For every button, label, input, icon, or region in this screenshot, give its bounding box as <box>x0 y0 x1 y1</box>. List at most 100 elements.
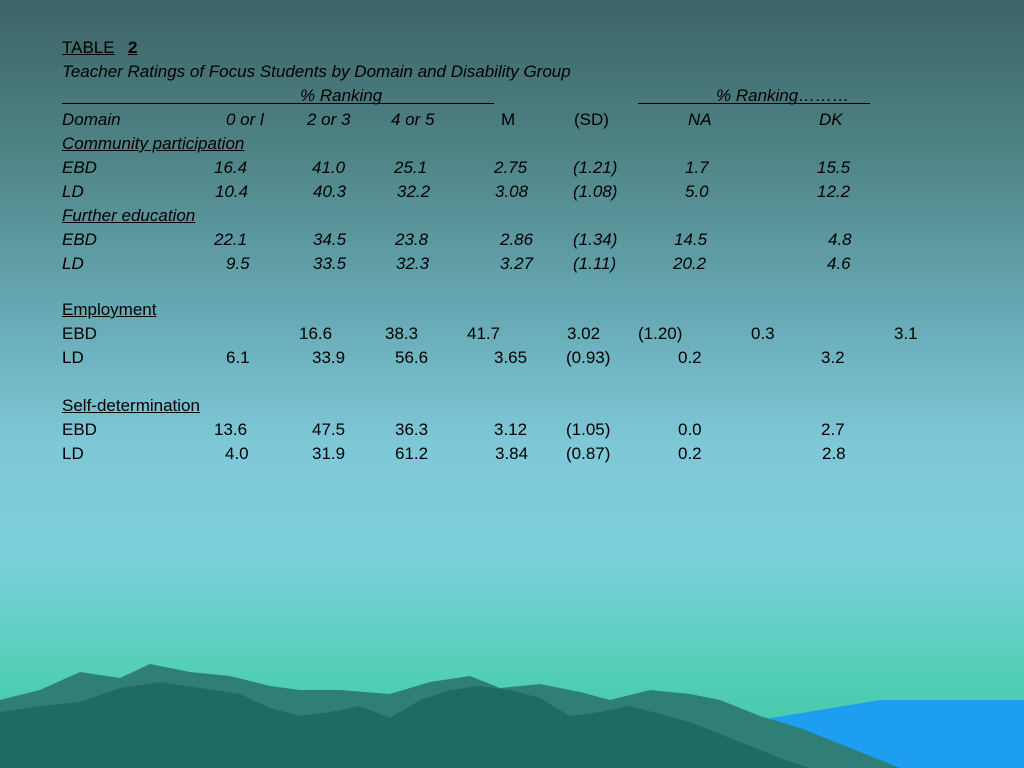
table-row: EBD 22.1 34.5 23.8 2.86 (1.34) 14.5 4.8 <box>0 228 1024 252</box>
cell-na: 1.7 <box>685 158 709 177</box>
column-header-mean: M <box>501 110 516 129</box>
cell-group: EBD <box>62 158 97 177</box>
section-title-row: Employment <box>0 298 1024 322</box>
cell-2-or-3: 41.0 <box>312 158 346 177</box>
cell-2-or-3: 33.5 <box>313 254 347 273</box>
cell-group: LD <box>62 254 84 273</box>
table-row: LD 6.1 33.9 56.6 3.65 (0.93) 0.2 3.2 <box>0 346 1024 370</box>
cell-na: 0.3 <box>751 324 775 343</box>
cell-na: 5.0 <box>685 182 709 201</box>
section-title: Community participation <box>62 134 245 153</box>
column-header-dk: DK <box>819 110 843 129</box>
section-title-row: Community participation <box>0 132 1024 156</box>
table-subtitle: Teacher Ratings of Focus Students by Dom… <box>62 62 571 81</box>
section-title-row: Self-determination <box>0 394 1024 418</box>
cell-0-or-1: 22.1 <box>214 230 248 249</box>
cell-4-or-5: 32.3 <box>396 254 430 273</box>
section-title: Employment <box>62 300 157 319</box>
table-row: EBD 16.6 38.3 41.7 3.02 (1.20) 0.3 3.1 <box>0 322 1024 346</box>
cell-na: 0.2 <box>678 348 702 367</box>
cell-mean: 2.75 <box>494 158 528 177</box>
cell-0-or-1: 4.0 <box>225 444 249 463</box>
cell-mean: 3.65 <box>494 348 528 367</box>
cell-mean: 3.02 <box>567 324 601 343</box>
cell-dk: 2.7 <box>821 420 845 439</box>
cell-4-or-5: 32.2 <box>397 182 431 201</box>
cell-sd: (1.20) <box>638 324 683 343</box>
cell-sd: (1.21) <box>573 158 618 177</box>
cell-dk: 12.2 <box>817 182 851 201</box>
group-header-1: % Ranking <box>300 86 383 105</box>
cell-4-or-5: 25.1 <box>394 158 428 177</box>
section-title: Further education <box>62 206 196 225</box>
cell-0-or-1: 9.5 <box>226 254 250 273</box>
cell-2-or-3: 47.5 <box>312 420 346 439</box>
group-header-rule-1 <box>62 103 494 104</box>
cell-na: 0.0 <box>678 420 702 439</box>
cell-mean: 3.12 <box>494 420 528 439</box>
cell-group: LD <box>62 444 84 463</box>
mountain-front <box>0 682 810 768</box>
cell-4-or-5: 23.8 <box>395 230 429 249</box>
column-header-row: Domain 0 or l 2 or 3 4 or 5 M (SD) NA DK <box>0 108 1024 132</box>
cell-4-or-5: 41.7 <box>467 324 501 343</box>
cell-mean: 3.08 <box>495 182 529 201</box>
section-title-row: Further education <box>0 204 1024 228</box>
table-number: 2 <box>128 38 138 57</box>
cell-2-or-3: 40.3 <box>313 182 347 201</box>
cell-4-or-5: 36.3 <box>395 420 429 439</box>
cell-dk: 15.5 <box>817 158 851 177</box>
table-row: LD 4.0 31.9 61.2 3.84 (0.87) 0.2 2.8 <box>0 442 1024 466</box>
column-header-4-or-5: 4 or 5 <box>391 110 435 129</box>
cell-4-or-5: 61.2 <box>395 444 429 463</box>
cell-0-or-1: 10.4 <box>215 182 249 201</box>
cell-na: 14.5 <box>674 230 708 249</box>
table-row: LD 10.4 40.3 32.2 3.08 (1.08) 5.0 12.2 <box>0 180 1024 204</box>
group-header-rule-2 <box>638 103 870 104</box>
cell-sd: (0.93) <box>566 348 611 367</box>
cell-0-or-1: 6.1 <box>226 348 250 367</box>
table-row: LD 9.5 33.5 32.3 3.27 (1.11) 20.2 4.6 <box>0 252 1024 276</box>
cell-mean: 3.27 <box>500 254 534 273</box>
cell-4-or-5: 56.6 <box>395 348 429 367</box>
cell-0-or-1: 16.4 <box>214 158 248 177</box>
cell-2-or-3: 34.5 <box>313 230 347 249</box>
cell-dk: 2.8 <box>822 444 846 463</box>
cell-sd: (0.87) <box>566 444 611 463</box>
cell-dk: 3.1 <box>894 324 918 343</box>
cell-dk: 4.8 <box>828 230 852 249</box>
cell-sd: (1.11) <box>573 254 617 273</box>
cell-2-or-3: 38.3 <box>385 324 419 343</box>
table-title: TABLE 2 <box>0 36 1024 60</box>
table-row: EBD 13.6 47.5 36.3 3.12 (1.05) 0.0 2.7 <box>0 418 1024 442</box>
cell-0-or-1: 16.6 <box>299 324 333 343</box>
cell-sd: (1.05) <box>566 420 611 439</box>
cell-na: 20.2 <box>673 254 707 273</box>
table-row: EBD 16.4 41.0 25.1 2.75 (1.21) 1.7 15.5 <box>0 156 1024 180</box>
cell-group: EBD <box>62 324 97 343</box>
cell-group: EBD <box>62 420 97 439</box>
group-header-2: % Ranking……… <box>716 86 850 105</box>
cell-sd: (1.08) <box>573 182 618 201</box>
cell-group: LD <box>62 348 84 367</box>
table-label: TABLE <box>62 38 115 57</box>
column-header-na: NA <box>688 110 712 129</box>
cell-dk: 3.2 <box>821 348 845 367</box>
cell-sd: (1.34) <box>573 230 618 249</box>
group-header-row: % Ranking % Ranking……… <box>0 84 1024 108</box>
cell-group: LD <box>62 182 84 201</box>
cell-group: EBD <box>62 230 97 249</box>
cell-dk: 4.6 <box>827 254 851 273</box>
column-header-domain: Domain <box>62 110 121 129</box>
column-header-sd: (SD) <box>574 110 609 129</box>
cell-mean: 2.86 <box>500 230 534 249</box>
cell-mean: 3.84 <box>495 444 529 463</box>
cell-2-or-3: 33.9 <box>312 348 346 367</box>
section-title: Self-determination <box>62 396 200 415</box>
cell-na: 0.2 <box>678 444 702 463</box>
column-header-0-or-1: 0 or l <box>226 110 264 129</box>
column-header-2-or-3: 2 or 3 <box>307 110 351 129</box>
table-subtitle-line: Teacher Ratings of Focus Students by Dom… <box>0 60 1024 84</box>
